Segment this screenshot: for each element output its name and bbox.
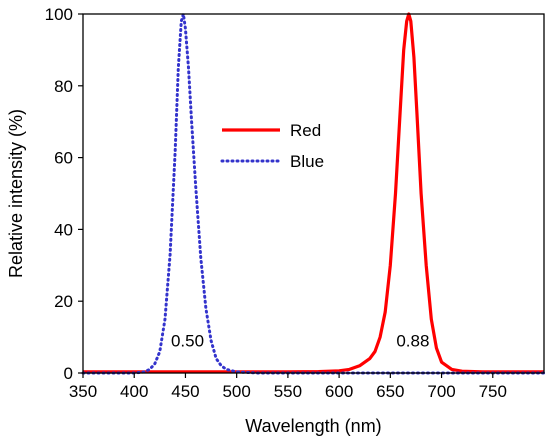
annotations: 0.50 0.88 bbox=[171, 332, 429, 351]
x-tick-label: 400 bbox=[120, 382, 148, 401]
ticks-layer: 350 400 450 500 550 600 650 700 750 0 20 40 60 80 100 bbox=[45, 5, 507, 401]
y-tick-label: 60 bbox=[54, 149, 73, 168]
x-tick-label: 750 bbox=[479, 382, 507, 401]
x-tick-label: 650 bbox=[376, 382, 404, 401]
legend: Red Blue bbox=[220, 121, 324, 171]
annotation-blue: 0.50 bbox=[171, 332, 204, 351]
x-tick-label: 500 bbox=[222, 382, 250, 401]
x-tick-label: 450 bbox=[171, 382, 199, 401]
x-axis-title: Wavelength (nm) bbox=[245, 416, 381, 436]
legend-label-red: Red bbox=[290, 121, 321, 140]
x-tick-label: 700 bbox=[427, 382, 455, 401]
series-line-blue bbox=[81, 12, 546, 375]
series-layer bbox=[81, 12, 546, 375]
y-axis-title: Relative intensity (%) bbox=[6, 109, 26, 278]
y-tick-label: 40 bbox=[54, 220, 73, 239]
x-tick-label: 350 bbox=[69, 382, 97, 401]
y-tick-label: 0 bbox=[64, 364, 73, 383]
legend-label-blue: Blue bbox=[290, 152, 324, 171]
annotation-red: 0.88 bbox=[396, 332, 429, 351]
x-tick-label: 550 bbox=[274, 382, 302, 401]
series-line-red bbox=[83, 12, 544, 374]
y-tick-label: 20 bbox=[54, 292, 73, 311]
y-tick-label: 80 bbox=[54, 77, 73, 96]
y-tick-label: 100 bbox=[45, 5, 73, 24]
plot-frame bbox=[82, 13, 545, 374]
x-tick-label: 600 bbox=[325, 382, 353, 401]
